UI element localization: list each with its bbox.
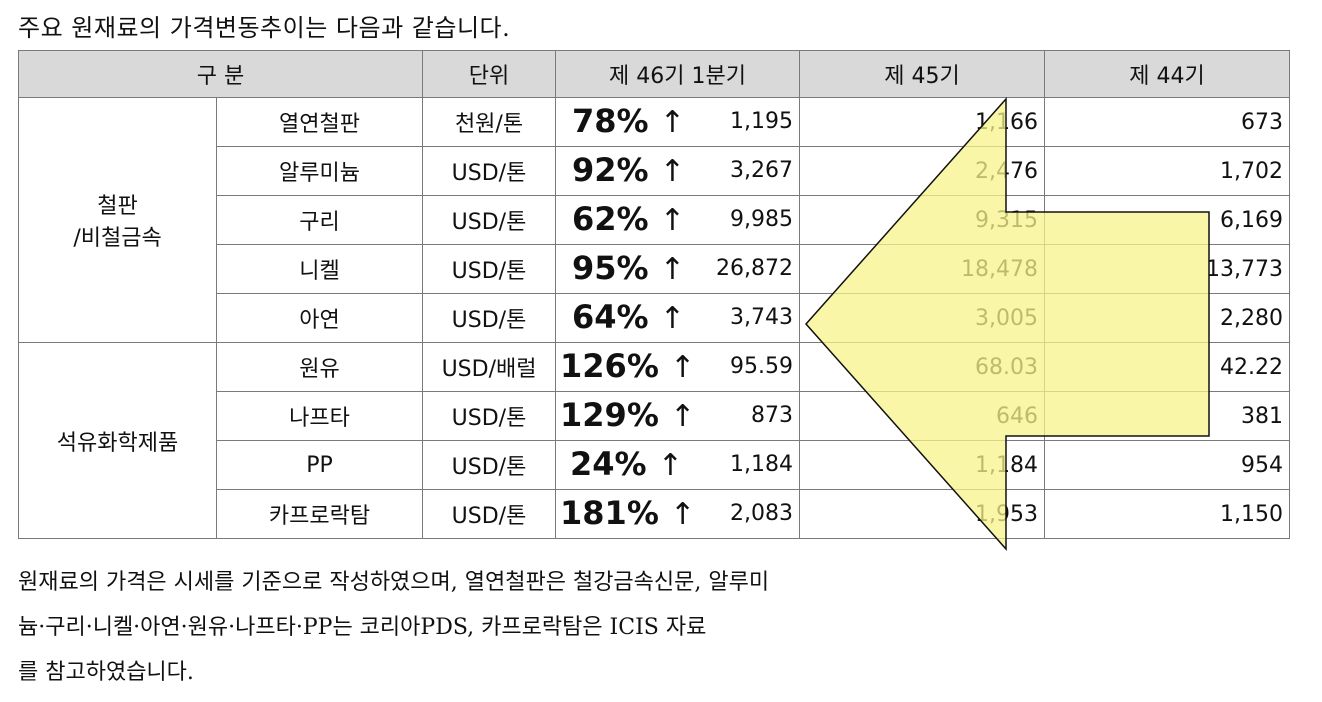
- table-row: 철판 /비철금속 열연철판 천원/톤 78% ↑ 1,195 1,166 673: [18, 97, 1291, 343]
- p45-cell: 9,315: [799, 195, 1046, 245]
- q46-value: 1,195: [730, 109, 794, 134]
- up-arrow-icon: ↑: [659, 105, 685, 140]
- unit-cell: USD/톤: [422, 293, 557, 343]
- p45-cell: 1,166: [799, 97, 1046, 147]
- footnote-line: 늄·구리·니켈·아연·원유·나프타·PP는 코리아PDS, 카프로락탐은 ICI…: [18, 615, 707, 640]
- q46-cell: 24% ↑ 1,184: [555, 440, 801, 490]
- up-arrow-icon: ↑: [659, 252, 685, 287]
- item-cell: 아연: [215, 293, 424, 343]
- p44-cell: 1,150: [1044, 489, 1291, 539]
- change-percent: 78% ↑: [572, 102, 685, 140]
- footnote: 원재료의 가격은 시세를 기준으로 작성하였으며, 열연철판은 철강금속신문, …: [18, 560, 769, 695]
- change-percent: 181% ↑: [560, 494, 696, 532]
- item-cell: 원유: [215, 342, 424, 392]
- p45-cell: 1,953: [799, 489, 1046, 539]
- footnote-line: 를 참고하였습니다.: [18, 660, 194, 685]
- p44-cell: 2,280: [1044, 293, 1291, 343]
- q46-cell: 126% ↑ 95.59: [555, 342, 801, 392]
- header-unit: 단위: [422, 50, 557, 98]
- unit-cell: USD/톤: [422, 440, 557, 490]
- p44-cell: 673: [1044, 97, 1291, 147]
- up-arrow-icon: ↑: [659, 154, 685, 189]
- change-percent: 24% ↑: [570, 445, 683, 483]
- q46-value: 3,743: [730, 305, 794, 330]
- p44-cell: 6,169: [1044, 195, 1291, 245]
- table-row: 석유화학제품 원유 USD/배럴 126% ↑ 95.59 68.03 42.2…: [18, 342, 1291, 539]
- item-cell: 알루미늄: [215, 146, 424, 196]
- up-arrow-icon: ↑: [657, 448, 683, 483]
- change-percent: 126% ↑: [560, 347, 696, 385]
- unit-cell: USD/배럴: [422, 342, 557, 392]
- q46-value: 1,184: [730, 452, 794, 477]
- change-percent: 64% ↑: [572, 298, 685, 336]
- up-arrow-icon: ↑: [659, 203, 685, 238]
- header-p45: 제 45기: [799, 50, 1046, 98]
- group-label-metals: 철판 /비철금속: [18, 97, 217, 343]
- group-label-petrochem: 석유화학제품: [18, 342, 217, 539]
- q46-cell: 92% ↑ 3,267: [555, 146, 801, 196]
- change-percent: 92% ↑: [572, 151, 685, 189]
- header-q46: 제 46기 1분기: [555, 50, 801, 98]
- q46-cell: 129% ↑ 873: [555, 391, 801, 441]
- intro-text: 주요 원재료의 가격변동추이는 다음과 같습니다.: [18, 14, 511, 42]
- item-cell: 구리: [215, 195, 424, 245]
- q46-value: 26,872: [716, 256, 794, 281]
- header-p44: 제 44기: [1044, 50, 1291, 98]
- q46-value: 95.59: [730, 354, 794, 379]
- p44-cell: 1,702: [1044, 146, 1291, 196]
- up-arrow-icon: ↑: [659, 301, 685, 336]
- change-percent: 62% ↑: [572, 200, 685, 238]
- q46-cell: 78% ↑ 1,195: [555, 97, 801, 147]
- p45-cell: 1,184: [799, 440, 1046, 490]
- p44-cell: 381: [1044, 391, 1291, 441]
- table-header-row: 구 분 단위 제 46기 1분기 제 45기 제 44기: [17, 50, 1291, 98]
- up-arrow-icon: ↑: [670, 497, 696, 532]
- footnote-line: 원재료의 가격은 시세를 기준으로 작성하였으며, 열연철판은 철강금속신문, …: [18, 570, 770, 595]
- item-cell: 나프타: [215, 391, 424, 441]
- unit-cell: USD/톤: [422, 391, 557, 441]
- p44-cell: 954: [1044, 440, 1291, 490]
- unit-cell: USD/톤: [422, 244, 557, 294]
- up-arrow-icon: ↑: [670, 399, 696, 434]
- p44-cell: 42.22: [1044, 342, 1291, 392]
- q46-value: 2,083: [730, 501, 794, 526]
- header-category: 구 분: [17, 50, 424, 98]
- p45-cell: 3,005: [799, 293, 1046, 343]
- up-arrow-icon: ↑: [670, 350, 696, 385]
- p44-cell: 13,773: [1044, 244, 1291, 294]
- unit-cell: USD/톤: [422, 489, 557, 539]
- p45-cell: 18,478: [799, 244, 1046, 294]
- change-percent: 95% ↑: [572, 249, 685, 287]
- p45-cell: 646: [799, 391, 1046, 441]
- unit-cell: USD/톤: [422, 195, 557, 245]
- price-table: 구 분 단위 제 46기 1분기 제 45기 제 44기 철판 /비철금속 열연…: [17, 50, 1291, 539]
- change-percent: 129% ↑: [560, 396, 696, 434]
- item-cell: 카프로락탐: [215, 489, 424, 539]
- q46-value: 9,985: [730, 207, 794, 232]
- item-cell: PP: [215, 440, 424, 490]
- unit-cell: 천원/톤: [422, 97, 557, 147]
- q46-cell: 181% ↑ 2,083: [555, 489, 801, 539]
- item-cell: 니켈: [215, 244, 424, 294]
- q46-cell: 64% ↑ 3,743: [555, 293, 801, 343]
- q46-value: 3,267: [730, 158, 794, 183]
- unit-cell: USD/톤: [422, 146, 557, 196]
- p45-cell: 68.03: [799, 342, 1046, 392]
- q46-value: 873: [751, 403, 794, 428]
- q46-cell: 62% ↑ 9,985: [555, 195, 801, 245]
- q46-cell: 95% ↑ 26,872: [555, 244, 801, 294]
- item-cell: 열연철판: [215, 97, 424, 147]
- p45-cell: 2,476: [799, 146, 1046, 196]
